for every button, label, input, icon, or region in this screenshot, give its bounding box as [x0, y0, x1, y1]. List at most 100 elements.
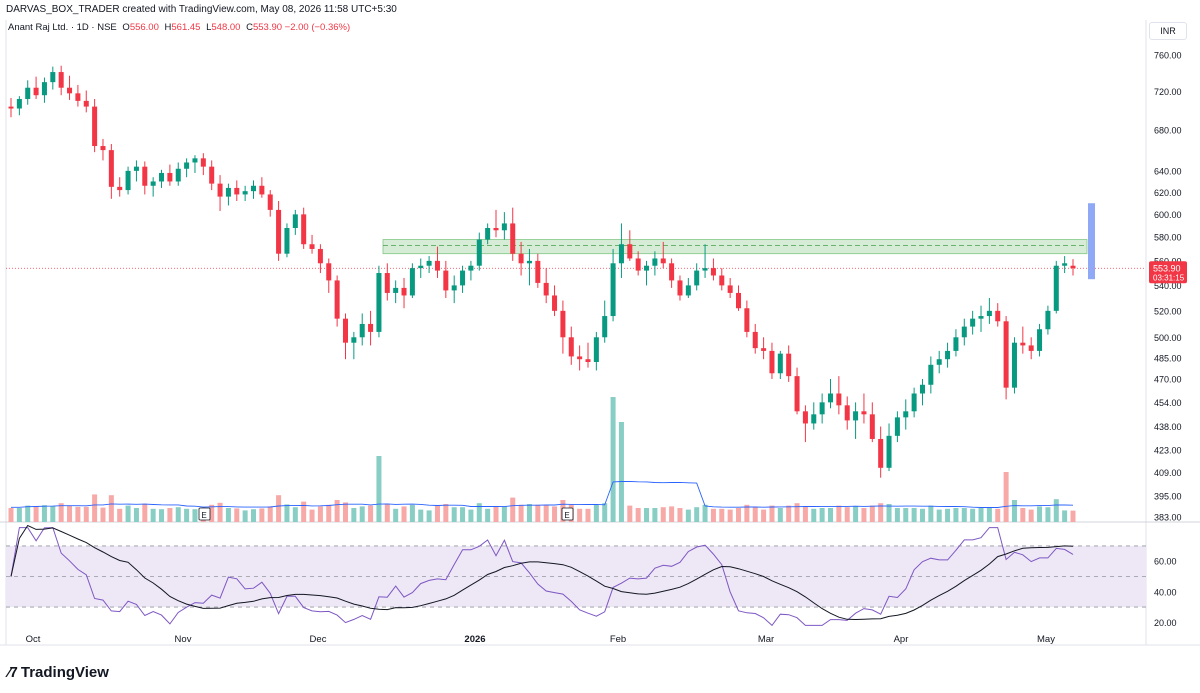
volume-bar [995, 508, 1001, 522]
candle-body [1045, 310, 1051, 330]
volume-bar [468, 509, 474, 522]
candle-body [593, 337, 599, 363]
price-tick-label: 620.00 [1154, 188, 1182, 198]
time-axis-label: Feb [610, 634, 626, 645]
volume-ma-line [11, 481, 1074, 508]
currency-badge[interactable]: INR [1149, 22, 1187, 40]
volume-bar [744, 504, 750, 522]
candle-body [568, 337, 574, 357]
candle-body [133, 166, 139, 171]
volume-bar [694, 507, 700, 522]
candle-body [827, 393, 834, 403]
volume-bar [769, 505, 775, 522]
volume-bar [727, 509, 733, 522]
candle-body [443, 270, 449, 291]
volume-bar [752, 507, 758, 522]
time-axis-label: 2026 [464, 634, 485, 645]
candle-body [652, 258, 658, 266]
candle-body [326, 263, 332, 281]
volume-bar [819, 508, 825, 522]
volume-bar [1037, 506, 1043, 522]
candle-body [953, 337, 959, 351]
candle-body [451, 285, 457, 291]
volume-bar [451, 507, 457, 522]
volume-bar [802, 506, 808, 522]
volume-bar [635, 508, 641, 522]
earnings-marker: E [564, 511, 569, 520]
rsi-tick-label: 60.00 [1154, 557, 1177, 567]
volume-bar [50, 506, 56, 522]
candle-body [342, 318, 348, 343]
volume-bar [610, 397, 616, 522]
candle-body [351, 337, 357, 343]
symbol-name[interactable]: Anant Raj Ltd. · 1D · NSE [8, 22, 117, 33]
volume-bar [1062, 510, 1068, 522]
candle-body [518, 253, 524, 264]
volume-bar [1028, 509, 1034, 522]
volume-bar [100, 507, 106, 522]
volume-bar [418, 509, 424, 522]
low-value: 548.00 [211, 22, 241, 33]
volume-bar [41, 505, 47, 522]
price-tick-label: 423.00 [1154, 446, 1182, 456]
candle-body [627, 244, 633, 259]
high-value: 561.45 [171, 22, 201, 33]
close-value: 553.90 −2.00 (−0.36%) [252, 22, 351, 33]
volume-bar [25, 505, 31, 522]
candle-body [727, 285, 733, 293]
volume-bar [443, 504, 449, 522]
candle-body [1053, 265, 1059, 311]
candle-body [368, 323, 374, 332]
volume-bar [317, 506, 323, 522]
volume-bar [827, 508, 834, 522]
volume-bar [326, 504, 332, 522]
candle-body [476, 239, 482, 266]
candle-body [970, 318, 976, 327]
candle-body [426, 260, 432, 266]
volume-bar [894, 508, 900, 522]
volume-bar [150, 508, 156, 522]
volume-bar [267, 506, 273, 522]
candle-body [67, 87, 73, 94]
time-axis-label: Apr [894, 634, 909, 645]
candle-body [468, 265, 474, 271]
volume-bar [234, 508, 240, 522]
volume-bar [602, 503, 608, 522]
candle-body [886, 435, 892, 468]
candle-body [535, 260, 541, 283]
volume-bar [159, 509, 165, 522]
volume-bar [585, 508, 591, 522]
candle-body [861, 411, 867, 415]
volume-bar [292, 507, 298, 522]
price-tick-label: 760.00 [1154, 51, 1182, 61]
volume-bar [761, 509, 767, 522]
candle-body [209, 166, 215, 184]
volume-bar [853, 506, 859, 522]
candle-body [284, 227, 290, 254]
volume-bar [652, 508, 658, 522]
volume-bar [485, 508, 491, 522]
earnings-marker-box [561, 507, 574, 521]
volume-bar [67, 505, 73, 522]
candle-body [33, 87, 39, 96]
candle-body [769, 350, 775, 374]
creator-caption: DARVAS_BOX_TRADER created with TradingVi… [6, 4, 397, 15]
volume-bar [393, 508, 399, 522]
price-tick-label: 500.00 [1154, 333, 1182, 343]
candle-body [577, 356, 583, 360]
candle-body [359, 323, 365, 338]
candle-body [401, 287, 407, 296]
price-tick-label: 485.00 [1154, 353, 1182, 363]
candle-body [200, 158, 206, 167]
candle-body [25, 87, 31, 99]
price-tick-label: 438.00 [1154, 422, 1182, 432]
volume-bar [242, 510, 248, 522]
candle-body [460, 270, 466, 286]
candle-body [552, 295, 558, 311]
price-chart[interactable]: 760.00 720.00 680.00 640.00 620.00 600.00 580.… [0, 0, 1200, 650]
low-label: L [206, 22, 212, 33]
tradingview-logo[interactable]: ⁄7 TradingView [8, 664, 109, 681]
candle-body [150, 181, 156, 186]
candle-body [100, 146, 106, 151]
price-tick-label: 580.00 [1154, 233, 1182, 243]
